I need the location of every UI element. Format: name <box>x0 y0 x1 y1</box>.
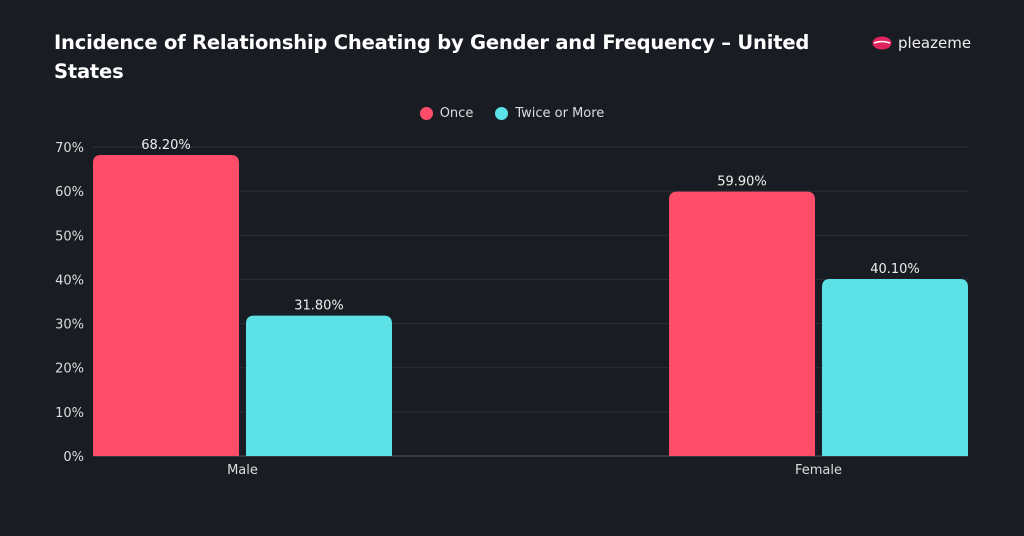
y-tick-label: 40% <box>55 273 84 288</box>
data-label: 68.20% <box>141 138 191 153</box>
x-tick-label: Male <box>227 463 258 478</box>
legend: Once Twice or More <box>0 106 1024 121</box>
legend-label: Once <box>439 106 474 121</box>
bar-twice-or-more <box>246 315 392 456</box>
y-tick-label: 60% <box>55 185 84 200</box>
y-tick-label: 10% <box>55 406 84 421</box>
bar-once <box>669 191 815 456</box>
legend-swatch <box>419 107 433 120</box>
legend-item-twice-or-more[interactable]: Twice or More <box>495 106 604 121</box>
y-tick-label: 70% <box>55 141 84 156</box>
brand-logo: pleazeme <box>872 34 971 52</box>
data-label: 40.10% <box>870 262 920 277</box>
y-tick-label: 50% <box>55 229 84 244</box>
bar-twice-or-more <box>822 278 968 456</box>
legend-label: Twice or More <box>515 106 605 121</box>
lips-icon <box>872 36 892 50</box>
y-tick-label: 30% <box>55 318 84 333</box>
data-label: 59.90% <box>717 175 767 190</box>
legend-item-once[interactable]: Once <box>419 106 474 121</box>
y-tick-label: 0% <box>63 450 84 465</box>
chart-title: Incidence of Relationship Cheating by Ge… <box>54 31 810 83</box>
x-tick-label: Female <box>795 463 842 478</box>
bar-once <box>93 154 239 456</box>
brand-name: pleazeme <box>898 34 972 52</box>
legend-swatch <box>495 107 509 120</box>
data-label: 31.80% <box>294 299 344 314</box>
y-tick-label: 20% <box>55 362 84 377</box>
